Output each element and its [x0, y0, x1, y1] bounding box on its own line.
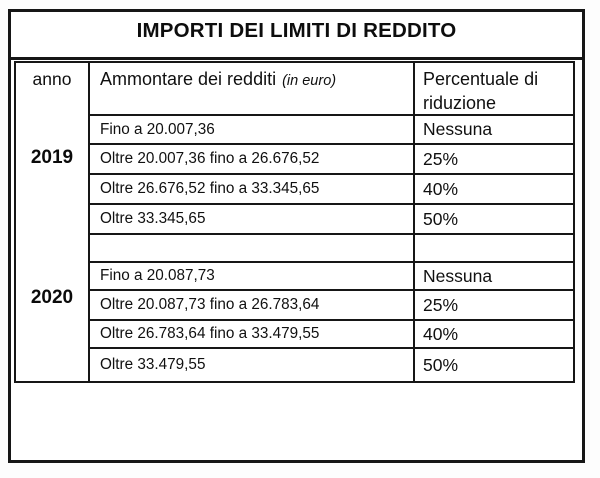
amount-cell-2019-1: Fino a 20.007,36 — [90, 116, 415, 145]
year-label-2019: 2019 — [30, 147, 74, 168]
outer-frame: IMPORTI DEI LIMITI DI REDDITO anno 2019 … — [8, 9, 585, 463]
amount-cell-2019-4: Oltre 33.345,65 — [90, 205, 415, 235]
income-limits-table: anno 2019 2020 Ammontare dei redditi (in… — [14, 61, 575, 383]
reduction-cell-2019-1: Nessuna — [415, 116, 573, 145]
year-label-2020: 2020 — [30, 287, 74, 308]
amount-cell-2020-4: Oltre 33.479,55 — [90, 349, 415, 381]
page-title: IMPORTI DEI LIMITI DI REDDITO — [136, 19, 457, 42]
reduction-column-header: Percentuale di riduzione — [415, 63, 573, 116]
amount-cell-2020-3: Oltre 26.783,64 fino a 33.479,55 — [90, 321, 415, 349]
title-bar: IMPORTI DEI LIMITI DI REDDITO — [11, 12, 582, 60]
reduction-cell-2019-4: 50% — [415, 205, 573, 235]
amount-cell-2020-1: Fino a 20.087,73 — [90, 263, 415, 291]
year-column: anno 2019 2020 — [16, 63, 90, 381]
reduction-cell-2020-3: 40% — [415, 321, 573, 349]
spacer-cell-amount — [90, 235, 415, 263]
reduction-cell-2019-2: 25% — [415, 145, 573, 175]
amount-unit-note: (in euro) — [282, 73, 337, 89]
spacer-cell-reduction — [415, 235, 573, 263]
amount-column-header: Ammontare dei redditi (in euro) — [90, 63, 415, 116]
amount-header-label: Ammontare dei redditi — [100, 69, 277, 89]
reduction-cell-2020-1: Nessuna — [415, 263, 573, 291]
amount-cell-2020-2: Oltre 20.087,73 fino a 26.783,64 — [90, 291, 415, 321]
amount-cell-2019-3: Oltre 26.676,52 fino a 33.345,65 — [90, 175, 415, 205]
reduction-cell-2020-2: 25% — [415, 291, 573, 321]
year-column-header: anno — [32, 69, 72, 89]
reduction-cell-2019-3: 40% — [415, 175, 573, 205]
amount-cell-2019-2: Oltre 20.007,36 fino a 26.676,52 — [90, 145, 415, 175]
reduction-cell-2020-4: 50% — [423, 354, 459, 375]
